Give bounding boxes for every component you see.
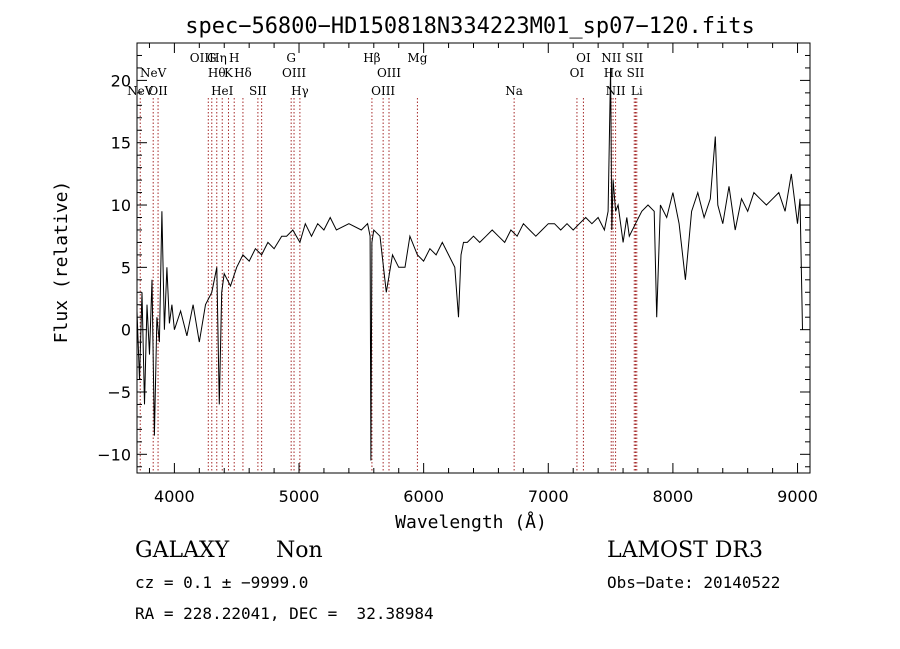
line-marker-label-27: Li bbox=[631, 84, 643, 98]
x-axis-label: Wavelength (Å) bbox=[395, 511, 547, 533]
x-tick-label-5000: 5000 bbox=[279, 487, 320, 506]
y-tick-label-5: 5 bbox=[121, 258, 131, 277]
line-marker-label-3: OIIHη bbox=[190, 51, 227, 65]
line-marker-label-1: NeV bbox=[140, 66, 167, 80]
line-marker-label-13: OIII bbox=[282, 66, 306, 80]
line-marker-label-12: G bbox=[286, 51, 296, 65]
line-marker-label-19: Na bbox=[505, 84, 523, 98]
y-tick-label-20: 20 bbox=[111, 71, 131, 90]
line-marker-label-9: Hδ bbox=[234, 66, 252, 80]
line-marker-label-6: HeI bbox=[211, 84, 234, 98]
line-marker-label-21: OI bbox=[576, 51, 591, 65]
line-marker-label-24: NII bbox=[606, 84, 626, 98]
y-tick-label--10: −10 bbox=[97, 445, 131, 464]
line-marker-label-17: OIII bbox=[377, 66, 401, 80]
line-marker-label-7: K bbox=[224, 66, 234, 80]
plot-frame bbox=[136, 42, 811, 474]
x-tick-label-7000: 7000 bbox=[528, 487, 569, 506]
x-axis-ticks: 4000 5000 6000 7000 8000 9000 bbox=[148, 43, 818, 506]
y-tick-label--5: −5 bbox=[107, 383, 131, 402]
line-marker-label-10: SII bbox=[249, 84, 267, 98]
x-tick-label-9000: 9000 bbox=[777, 487, 818, 506]
coordinates-line: RA = 228.22041, DEC = 32.38984 bbox=[135, 604, 434, 623]
line-marker-label-15: Hβ bbox=[363, 51, 380, 65]
line-marker-label-16: OIII bbox=[371, 84, 395, 98]
y-tick-label-15: 15 bbox=[111, 134, 131, 153]
x-tick-label-8000: 8000 bbox=[653, 487, 694, 506]
line-marker-label-5: Hθ bbox=[208, 66, 226, 80]
line-marker-label-26: SII bbox=[627, 66, 645, 80]
y-tick-label-10: 10 bbox=[111, 196, 131, 215]
y-axis-ticks: −10 −5 0 5 10 15 20 bbox=[97, 42, 810, 468]
x-tick-label-6000: 6000 bbox=[403, 487, 444, 506]
flux-series bbox=[136, 67, 803, 461]
line-marker-label-23: Hα bbox=[604, 66, 623, 80]
emission-line-markers: NeVNeVOIIOIIHηGHθHeIKHHδSIIGOIIIHγHβOIII… bbox=[127, 51, 645, 473]
line-marker-label-14: Hγ bbox=[291, 84, 309, 98]
y-tick-label-0: 0 bbox=[121, 321, 131, 340]
series-line-flux bbox=[136, 67, 803, 461]
survey-label: LAMOST DR3 bbox=[607, 538, 763, 563]
y-axis-label: Flux (relative) bbox=[51, 181, 72, 344]
chart-title: spec−56800−HD150818N334223M01_sp07−120.f… bbox=[185, 14, 755, 39]
redshift-line: cz = 0.1 ± −9999.0 bbox=[135, 573, 309, 592]
line-marker-label-0: NeV bbox=[127, 84, 154, 98]
line-marker-label-4: G bbox=[207, 51, 217, 65]
line-marker-label-8: H bbox=[229, 51, 239, 65]
subclass-label: Non bbox=[276, 538, 323, 563]
obs-date: Obs−Date: 20140522 bbox=[607, 573, 781, 592]
line-marker-label-2: OII bbox=[148, 84, 168, 98]
class-label: GALAXY bbox=[135, 538, 230, 563]
line-marker-label-22: NII bbox=[601, 51, 621, 65]
line-marker-label-18: Mg bbox=[407, 51, 427, 65]
x-tick-label-4000: 4000 bbox=[154, 487, 195, 506]
line-marker-label-20: OI bbox=[570, 66, 585, 80]
line-marker-label-25: SII bbox=[625, 51, 643, 65]
